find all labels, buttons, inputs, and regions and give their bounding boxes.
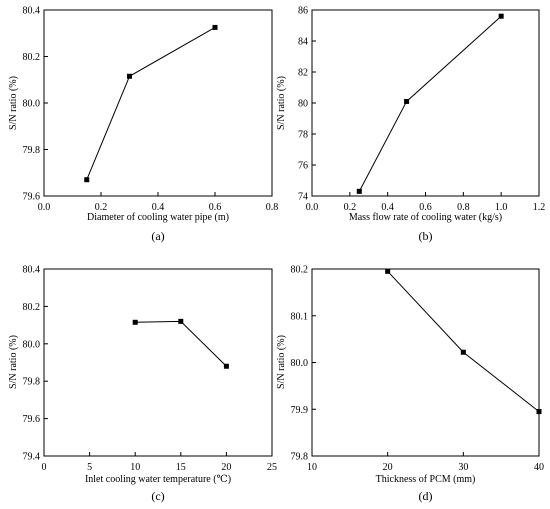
series-line (135, 320, 227, 367)
x-tick-label: 10 (130, 462, 140, 473)
plot-frame (43, 9, 273, 197)
x-tick-label: 0.8 (266, 202, 279, 213)
x-tick-label: 10 (307, 462, 317, 473)
x-axis-label: Inlet cooling water temperature (℃) (85, 474, 231, 485)
x-tick-label: 30 (458, 462, 468, 473)
y-axis-label: S/N ratio (%) (8, 335, 19, 389)
data-point (132, 319, 138, 325)
x-tick-label: 0.8 (457, 202, 470, 213)
y-tick-label: 80.2 (23, 52, 41, 63)
x-axis-label: Diameter of cooling water pipe (m) (87, 212, 229, 223)
chart-panel-4: 10 20 30 40 79.8 79.9 80.0 80.1 80.2 Thickness of… (276, 265, 544, 504)
x-tick-label: 0.4 (152, 202, 165, 213)
x-tick-label: 0 (42, 462, 47, 473)
y-tick-label: 80.4 (23, 265, 41, 276)
x-tick-label: 1.2 (533, 202, 546, 213)
y-tick-label: 79.4 (23, 452, 41, 463)
y-tick-label: 80.0 (291, 358, 309, 369)
data-point (178, 318, 184, 324)
y-tick-label: 79.9 (291, 405, 309, 416)
plot-frame (311, 9, 540, 197)
y-tick-label: 76 (298, 161, 308, 172)
y-tick-label: 80.4 (23, 6, 41, 17)
data-point (127, 73, 132, 79)
chart-panel-2: 0.0 0.2 0.4 0.6 0.8 1.0 1.2 74 76 78 80 82 84 86 Mass … (276, 6, 545, 244)
x-tick-label: 0.0 (306, 202, 319, 213)
y-tick-label: 79.8 (23, 145, 41, 156)
data-point (404, 98, 410, 104)
x-tick-label: 1.0 (495, 202, 508, 213)
y-tick-label: 78 (298, 130, 308, 141)
x-tick-label: 25 (267, 462, 277, 473)
x-tick-label: 40 (534, 462, 544, 473)
x-tick-label: 0.4 (381, 202, 394, 213)
series-line (358, 15, 502, 192)
series-line (387, 270, 540, 412)
x-tick-label: 5 (87, 462, 92, 473)
panel-label: (d) (419, 489, 433, 503)
data-point (223, 363, 229, 369)
x-tick-label: 20 (383, 462, 393, 473)
y-tick-label: 79.6 (23, 192, 41, 203)
y-tick-label: 80.0 (23, 339, 41, 350)
x-tick-label: 0.6 (209, 202, 222, 213)
y-tick-label: 84 (298, 37, 308, 48)
y-tick-label: 80.2 (23, 302, 41, 313)
data-point (356, 188, 362, 194)
y-tick-label: 80 (298, 99, 308, 110)
chart-panel-3: 0 5 10 15 20 25 79.4 79.6 79.8 80.0 80.2 80.4 Inlet … (8, 265, 277, 504)
x-tick-label: 0.2 (95, 202, 108, 213)
y-tick-label: 86 (298, 6, 308, 17)
x-axis-label: Mass flow rate of cooling water (kg/s) (349, 212, 502, 223)
plot-frame (311, 268, 540, 457)
data-point (498, 13, 504, 19)
x-tick-label: 0.6 (419, 202, 432, 213)
series-line (86, 27, 216, 180)
y-tick-label: 80.1 (291, 311, 309, 322)
y-axis-label: S/N ratio (%) (276, 335, 287, 389)
panel-label: (c) (151, 489, 164, 503)
data-point (212, 24, 218, 30)
data-point (536, 409, 542, 415)
x-axis-label: Thickness of PCM (mm) (376, 474, 476, 485)
y-tick-label: 79.6 (23, 414, 41, 425)
y-axis-label: S/N ratio (%) (276, 76, 287, 130)
y-tick-label: 82 (298, 68, 308, 79)
panel-label: (b) (419, 229, 433, 243)
data-point (385, 268, 391, 274)
x-tick-label: 15 (176, 462, 186, 473)
y-tick-label: 79.8 (291, 452, 309, 463)
y-tick-label: 74 (298, 192, 308, 203)
x-tick-label: 20 (221, 462, 231, 473)
chart-panel-1: 0.0 0.2 0.4 0.6 0.8 79.6 79.8 80.0 80.2 80.4 Diame… (8, 6, 278, 244)
y-tick-label: 80.0 (23, 99, 41, 110)
panel-label: (a) (151, 229, 164, 243)
x-tick-label: 0.0 (38, 202, 51, 213)
y-tick-label: 80.2 (291, 265, 309, 276)
y-axis-label: S/N ratio (%) (8, 76, 19, 130)
data-point (84, 177, 90, 183)
x-tick-label: 0.2 (344, 202, 357, 213)
data-point (460, 349, 466, 355)
y-tick-label: 79.8 (23, 377, 41, 388)
plot-frame (43, 268, 273, 457)
